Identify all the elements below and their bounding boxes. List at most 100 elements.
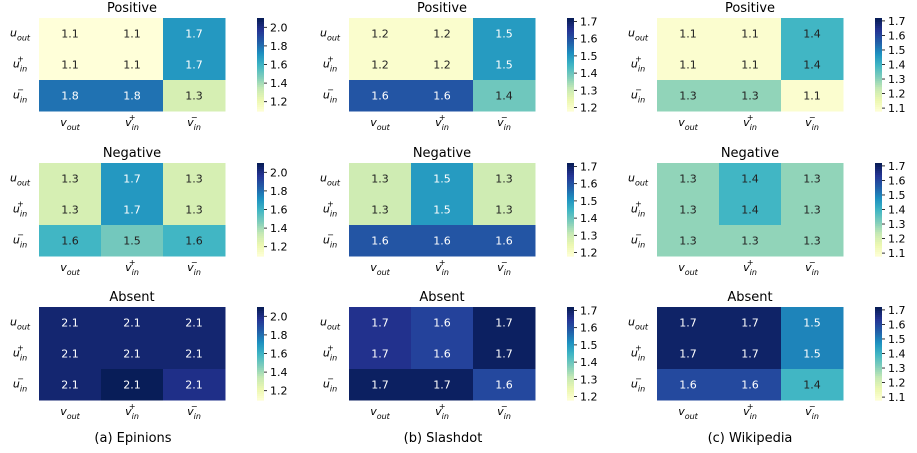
colorbar-segment	[567, 367, 574, 371]
colorbar-segment	[567, 78, 574, 82]
colorbar-segment	[875, 185, 882, 188]
colorbar-segment	[567, 373, 574, 377]
colorbar-segment	[875, 393, 882, 397]
heatmap-cell	[781, 194, 844, 226]
colorbar-segment	[875, 211, 882, 215]
colorbar-segment	[257, 40, 264, 43]
colorbar-segment	[567, 389, 574, 393]
colorbar-segment	[875, 169, 882, 172]
colorbar-segment	[567, 383, 574, 387]
colorbar-segment	[875, 233, 882, 237]
colorbar-segment	[875, 375, 882, 379]
colorbar-segment	[567, 179, 574, 182]
colorbar-segment	[567, 215, 574, 219]
heatmap-cell	[719, 369, 782, 401]
colorbar-segment	[567, 193, 574, 196]
heatmap-cell	[719, 225, 782, 257]
colorbar-tick-label: 1.5	[580, 195, 598, 208]
colorbar-segment	[567, 347, 574, 351]
heatmap-cell	[473, 18, 536, 50]
colorbar-segment	[257, 26, 264, 29]
row-label: uin+	[13, 200, 27, 219]
colorbar-segment	[567, 233, 574, 237]
cell-value-label: 1.6	[495, 235, 513, 248]
colorbar-tick-label: 1.5	[888, 333, 906, 346]
row-label: uin−	[323, 231, 337, 250]
colorbar-segment	[567, 88, 574, 92]
colorbar-segment	[875, 191, 882, 194]
colorbar-segment	[257, 191, 264, 194]
cell-value-label: 1.1	[123, 28, 141, 41]
colorbar-segment	[875, 225, 882, 229]
colorbar-segment	[257, 327, 264, 330]
heatmap-title: Positive	[725, 1, 775, 16]
colorbar-segment	[567, 345, 574, 349]
heatmap-cell	[719, 80, 782, 112]
colorbar-segment	[567, 375, 574, 379]
heatmap-cell	[781, 369, 844, 401]
heatmap-cell	[781, 49, 844, 81]
colorbar-segment	[875, 62, 882, 66]
colorbar-tick-label: 1.4	[270, 77, 288, 90]
colorbar-segment	[875, 78, 882, 82]
colorbar-segment	[875, 227, 882, 231]
row-label: uin+	[13, 344, 27, 363]
colorbar-segment	[567, 369, 574, 373]
heatmap-cell	[657, 80, 720, 112]
cell-value-label: 1.7	[495, 317, 513, 330]
colorbar-segment	[875, 329, 882, 332]
colorbar-segment	[567, 381, 574, 385]
colorbar-segment	[875, 351, 882, 355]
colorbar-tick-label: 2.0	[270, 310, 288, 323]
colorbar-segment	[567, 201, 574, 205]
colorbar-segment	[875, 325, 882, 328]
column-label: vin−	[497, 402, 511, 421]
colorbar-segment	[567, 339, 574, 342]
cell-value-label: 1.7	[679, 317, 697, 330]
colorbar-segment	[875, 205, 882, 209]
colorbar-segment	[567, 207, 574, 211]
colorbar-segment	[567, 397, 574, 401]
colorbar-segment	[875, 361, 882, 365]
colorbar-segment	[875, 241, 882, 245]
colorbar-segment	[567, 341, 574, 344]
colorbar-segment	[567, 337, 574, 340]
heatmap-cell	[473, 163, 536, 195]
colorbar-segment	[567, 100, 574, 104]
colorbar-segment	[567, 217, 574, 221]
heatmap-cell	[101, 80, 164, 112]
heatmap-title: Positive	[107, 1, 157, 16]
colorbar-segment	[567, 325, 574, 328]
cell-value-label: 1.5	[433, 204, 451, 217]
column-label: vin+	[743, 258, 757, 277]
colorbar-segment	[567, 199, 574, 203]
cell-value-label: 1.2	[433, 28, 451, 41]
heatmap-cell	[411, 369, 474, 401]
cell-value-label: 1.6	[185, 235, 203, 248]
row-label: uin−	[631, 86, 645, 105]
cell-value-label: 1.8	[123, 90, 141, 103]
colorbar-segment	[257, 102, 264, 106]
colorbar-segment	[875, 203, 882, 207]
cell-value-label: 1.1	[61, 28, 79, 41]
colorbar-segment	[875, 92, 882, 96]
colorbar-segment	[567, 227, 574, 231]
column-label: vin+	[435, 258, 449, 277]
colorbar-segment	[257, 373, 264, 377]
colorbar-segment	[257, 201, 264, 205]
colorbar-tick-label: 1.6	[888, 318, 906, 331]
colorbar-segment	[875, 201, 882, 205]
colorbar-segment	[257, 391, 264, 395]
cell-value-label: 1.6	[371, 90, 389, 103]
colorbar-segment	[257, 207, 264, 211]
colorbar-segment	[257, 205, 264, 209]
colorbar-tick-label: 1.4	[888, 348, 906, 361]
heatmap-cell	[349, 307, 412, 339]
colorbar-segment	[257, 54, 264, 58]
colorbar-segment	[875, 331, 882, 334]
colorbar-segment	[257, 325, 264, 328]
colorbar-segment	[257, 387, 264, 391]
colorbar-tick-label: 1.4	[580, 212, 598, 225]
cell-value-label: 2.1	[61, 317, 79, 330]
